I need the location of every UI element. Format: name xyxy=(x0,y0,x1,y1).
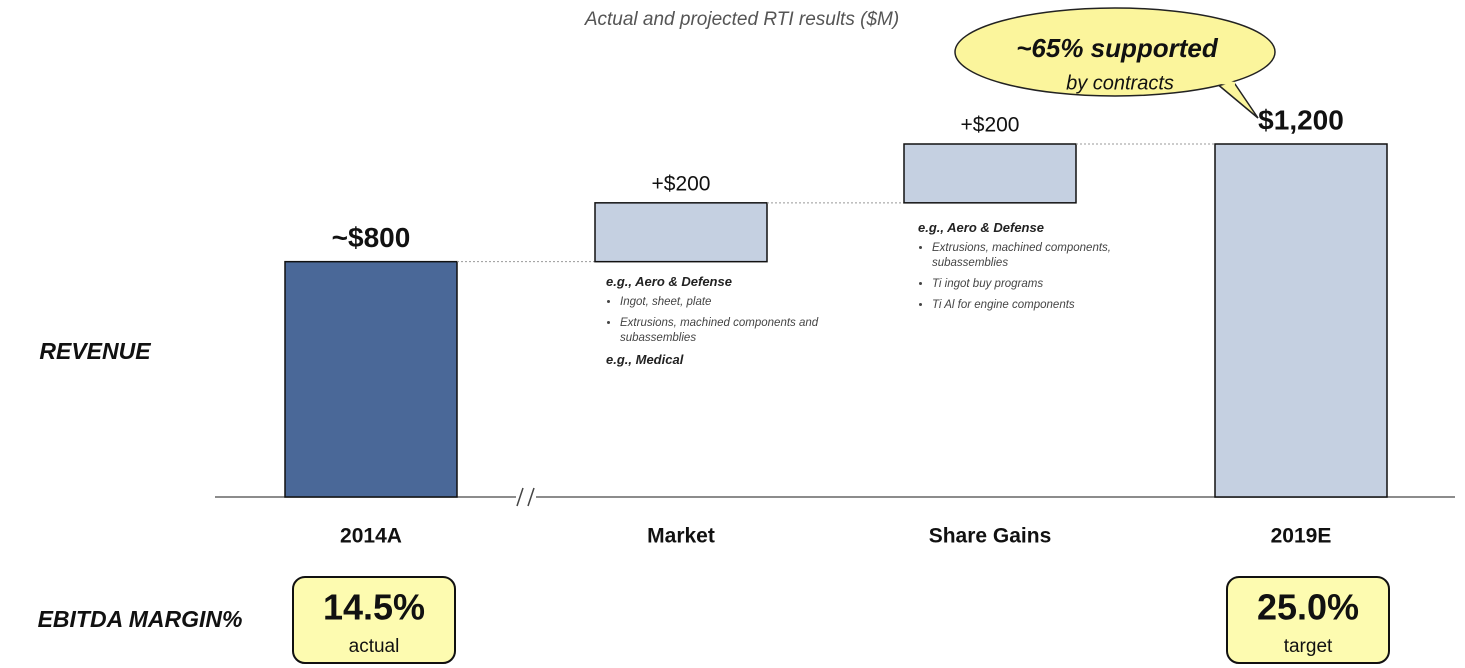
axis-break xyxy=(527,487,535,507)
annotation-bullet: Ingot, sheet, plate xyxy=(620,295,846,310)
annotation-list: Ingot, sheet, plate Extrusions, machined … xyxy=(606,295,846,346)
annotation-list: Extrusions, machined components, subasse… xyxy=(918,241,1138,313)
callout-headline: ~65% supported xyxy=(1016,33,1219,63)
callout-text: by contracts xyxy=(1066,72,1174,94)
callout-bubble xyxy=(954,7,1276,97)
margin-value: 25.0% xyxy=(1257,587,1359,628)
margin-value: 14.5% xyxy=(323,587,425,628)
margin-box xyxy=(1226,576,1390,664)
axis-break xyxy=(516,487,524,507)
category-label: Share Gains xyxy=(929,525,1052,548)
annotation-bullet: Extrusions, machined components and suba… xyxy=(620,316,846,346)
margin-note: target xyxy=(1284,636,1333,657)
bar xyxy=(903,143,1077,204)
row-label: REVENUE xyxy=(39,338,151,364)
value-label: +$200 xyxy=(961,114,1020,137)
value-label: +$200 xyxy=(652,172,711,195)
value-label: $1,200 xyxy=(1258,104,1344,135)
annotation-bullet: Ti Al for engine components xyxy=(932,298,1138,313)
category-label: 2014A xyxy=(340,525,402,548)
margin-note: actual xyxy=(349,636,400,657)
annotation-heading: e.g., Medical xyxy=(606,352,684,367)
annotation-heading: e.g., Aero & Defense xyxy=(606,274,732,289)
category-label: Market xyxy=(647,525,715,548)
callout-joint xyxy=(1206,78,1236,86)
subtitle: Actual and projected RTI results ($M) xyxy=(584,9,899,30)
annotation-bullet: Ti ingot buy programs xyxy=(932,277,1138,292)
annotation: e.g., Aero & Defense Extrusions, machined… xyxy=(918,216,1138,319)
annotation: e.g., Aero & Defense Ingot, sheet, plate E… xyxy=(606,270,846,373)
margin-box xyxy=(292,576,456,664)
margin-label: EBITDA MARGIN% xyxy=(38,606,243,632)
category-label: 2019E xyxy=(1271,525,1332,548)
bar xyxy=(594,202,768,263)
annotation-heading: e.g., Aero & Defense xyxy=(918,220,1044,235)
annotation-bullet: Extrusions, machined components, subasse… xyxy=(932,241,1138,271)
bar xyxy=(1214,143,1388,498)
bar xyxy=(284,260,458,498)
value-label: ~$800 xyxy=(332,222,411,253)
